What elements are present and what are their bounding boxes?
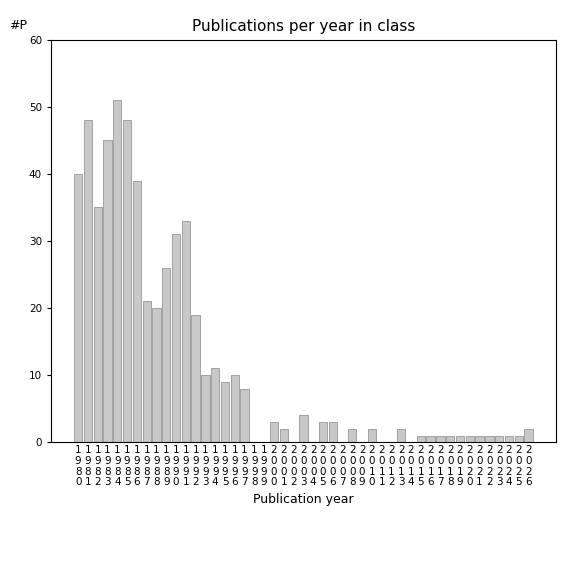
Bar <box>476 435 484 442</box>
Bar <box>74 174 82 442</box>
Bar <box>240 388 249 442</box>
Title: Publications per year in class: Publications per year in class <box>192 19 415 35</box>
Bar <box>153 308 160 442</box>
Bar <box>162 268 171 442</box>
Bar <box>299 416 307 442</box>
X-axis label: Publication year: Publication year <box>253 493 354 506</box>
Bar <box>505 435 513 442</box>
Bar <box>270 422 278 442</box>
Bar <box>103 141 112 442</box>
Bar <box>495 435 503 442</box>
Y-axis label: #P: #P <box>9 19 27 32</box>
Bar <box>142 302 151 442</box>
Bar <box>181 221 190 442</box>
Bar <box>466 435 474 442</box>
Bar <box>192 315 200 442</box>
Bar <box>328 422 337 442</box>
Bar <box>94 208 102 442</box>
Bar <box>113 100 121 442</box>
Bar <box>133 180 141 442</box>
Bar <box>172 234 180 442</box>
Bar <box>446 435 454 442</box>
Bar <box>417 435 425 442</box>
Bar <box>84 120 92 442</box>
Bar <box>201 375 210 442</box>
Bar <box>456 435 464 442</box>
Bar <box>368 429 376 442</box>
Bar <box>436 435 445 442</box>
Bar <box>515 435 523 442</box>
Bar <box>211 369 219 442</box>
Bar <box>397 429 405 442</box>
Bar <box>221 382 229 442</box>
Bar <box>280 429 288 442</box>
Bar <box>123 120 131 442</box>
Bar <box>485 435 493 442</box>
Bar <box>524 429 533 442</box>
Bar <box>231 375 239 442</box>
Bar <box>348 429 357 442</box>
Bar <box>319 422 327 442</box>
Bar <box>426 435 435 442</box>
